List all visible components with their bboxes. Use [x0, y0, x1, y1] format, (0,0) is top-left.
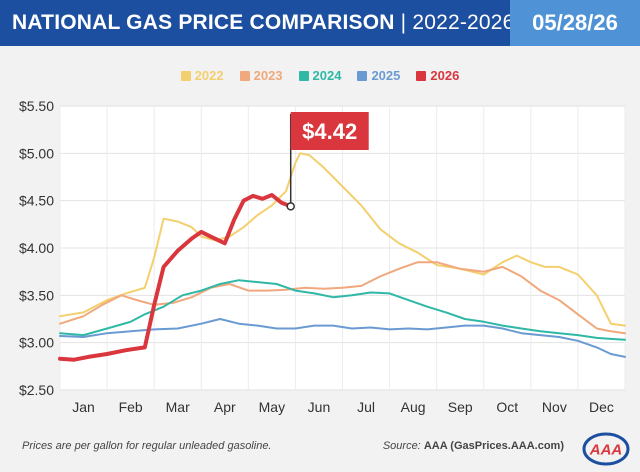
legend-swatch — [357, 70, 368, 81]
legend-label: 2025 — [371, 68, 401, 83]
x-tick-label: Oct — [496, 399, 518, 415]
x-tick-label: Aug — [401, 399, 426, 415]
x-tick-label: Jan — [72, 399, 95, 415]
x-tick-label: Jun — [308, 399, 331, 415]
x-tick-label: Feb — [119, 399, 143, 415]
svg-text:AAA: AAA — [589, 442, 623, 459]
x-tick-label: Sep — [448, 399, 473, 415]
y-tick-label: $4.50 — [19, 193, 54, 209]
title-separator: | — [400, 11, 407, 34]
legend-label: 2026 — [430, 68, 460, 83]
legend-label: 2023 — [253, 68, 283, 83]
footnote: Prices are per gallon for regular unlead… — [22, 440, 272, 452]
legend-swatch — [239, 70, 250, 81]
y-tick-label: $3.00 — [19, 335, 54, 351]
chart-area: $2.50 $3.00 $3.50 $4.00 $4.50 $5.00 $5.50 Jan Fe… — [0, 90, 640, 430]
x-tick-label: Nov — [542, 399, 567, 415]
y-tick-label: $3.50 — [19, 287, 54, 303]
callout-marker — [286, 202, 295, 211]
legend-label: 2024 — [312, 68, 342, 83]
legend-label: 2022 — [194, 68, 224, 83]
series-line-2026 — [58, 193, 293, 362]
header-bar: NATIONAL GAS PRICE COMPARISON | 2022-202… — [0, 0, 640, 46]
source-credit: Source: AAA (GasPrices.AAA.com) — [383, 440, 564, 452]
y-tick-label: $2.50 — [19, 382, 54, 398]
x-tick-label: Dec — [589, 399, 614, 415]
chart-legend: 2022 2023 2024 2025 2026 — [0, 68, 640, 83]
legend-item-2025: 2025 — [357, 68, 400, 83]
legend-item-2023: 2023 — [239, 68, 283, 83]
legend-item-2024: 2024 — [298, 68, 342, 83]
series-line-2022 — [59, 152, 626, 327]
date-badge: 05/28/26 — [510, 0, 640, 46]
legend-swatch — [416, 70, 427, 81]
callout-label: $4.42 — [302, 119, 357, 144]
x-tick-label: Mar — [166, 399, 190, 415]
source-label: Source: — [382, 440, 421, 452]
x-tick-label: Apr — [214, 399, 236, 415]
callout-box — [290, 112, 369, 150]
legend-item-2026: 2026 — [416, 68, 459, 83]
title-main: NATIONAL GAS PRICE COMPARISON — [12, 11, 395, 34]
chart-title: NATIONAL GAS PRICE COMPARISON | 2022-202… — [12, 0, 515, 46]
series-line-2025 — [59, 318, 626, 358]
legend-item-2022: 2022 — [180, 68, 224, 83]
y-tick-label: $5.50 — [19, 98, 54, 114]
legend-swatch — [180, 70, 191, 81]
series-line-2024 — [59, 279, 626, 341]
x-tick-label: Jul — [357, 399, 375, 415]
source-value: AAA (GasPrices.AAA.com) — [423, 440, 564, 452]
title-years: 2022-2026 — [412, 11, 515, 34]
x-tick-label: May — [259, 399, 285, 415]
y-tick-label: $4.00 — [19, 240, 54, 256]
y-tick-label: $5.00 — [19, 145, 54, 161]
aaa-logo: AAA — [582, 432, 630, 466]
legend-swatch — [298, 70, 309, 81]
line-chart: $2.50 $3.00 $3.50 $4.00 $4.50 $5.00 $5.50 Jan Fe… — [19, 98, 626, 415]
